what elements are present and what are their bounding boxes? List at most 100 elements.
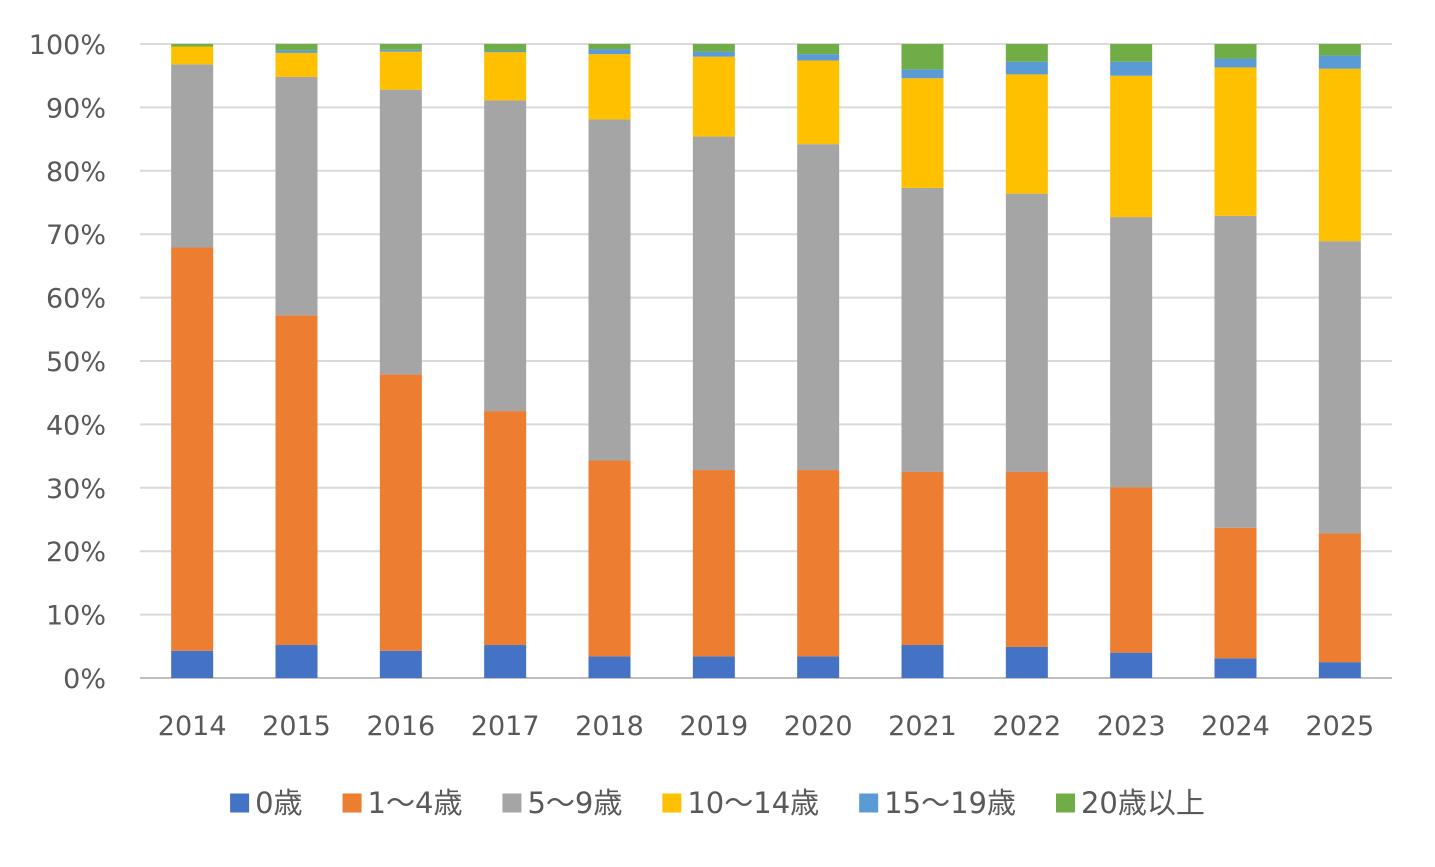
legend-item: 20歳以上 bbox=[1055, 786, 1205, 820]
bar-segment bbox=[1214, 44, 1257, 59]
legend-item: 10〜14歳 bbox=[662, 786, 819, 820]
legend-label: 20歳以上 bbox=[1081, 786, 1205, 820]
bar-segment bbox=[588, 460, 631, 657]
bar-segment bbox=[484, 44, 527, 51]
bar-segment bbox=[588, 44, 631, 50]
y-tick-label: 80% bbox=[46, 157, 106, 188]
bar-segment bbox=[171, 247, 214, 651]
x-tick-label: 2017 bbox=[471, 711, 540, 742]
bar-segment bbox=[1214, 527, 1257, 659]
bar-segment bbox=[1005, 646, 1048, 678]
y-tick-label: 10% bbox=[46, 601, 106, 632]
bar-segment bbox=[901, 187, 944, 472]
x-tick-label: 2022 bbox=[992, 711, 1061, 742]
bar-segment bbox=[484, 411, 527, 646]
x-tick-label: 2020 bbox=[784, 711, 853, 742]
gridlines bbox=[140, 43, 1392, 679]
y-tick-label: 50% bbox=[46, 347, 106, 378]
y-tick-label: 40% bbox=[46, 410, 106, 441]
bar-stack-2018 bbox=[588, 44, 631, 678]
bar-segment bbox=[379, 49, 422, 52]
bar-segment bbox=[1318, 55, 1361, 69]
bar-stack-2020 bbox=[797, 44, 840, 678]
x-tick-label: 2014 bbox=[158, 711, 227, 742]
legend-swatch bbox=[859, 793, 879, 813]
bars bbox=[171, 44, 1361, 678]
bar-stack-2023 bbox=[1110, 44, 1153, 678]
bar-segment bbox=[901, 645, 944, 678]
x-tick-label: 2021 bbox=[888, 711, 957, 742]
bar-segment bbox=[1005, 74, 1048, 194]
bar-segment bbox=[901, 44, 944, 70]
legend-swatch bbox=[230, 793, 250, 813]
bar-segment bbox=[901, 471, 944, 646]
bar-stack-2024 bbox=[1214, 44, 1257, 678]
bar-segment bbox=[275, 52, 318, 77]
y-tick-label: 0% bbox=[63, 664, 106, 695]
bar-segment bbox=[275, 645, 318, 678]
bar-segment bbox=[379, 89, 422, 375]
x-axis-ticks: 2014 2015 2016 2017 2018 2019 2020 2021 2022 2023… bbox=[158, 711, 1374, 742]
bar-segment bbox=[692, 656, 735, 678]
bar-segment bbox=[588, 49, 631, 55]
bar-segment bbox=[1318, 68, 1361, 242]
bar-segment bbox=[901, 78, 944, 188]
bar-segment bbox=[379, 374, 422, 651]
bar-segment bbox=[901, 69, 944, 79]
bar-segment bbox=[1214, 67, 1257, 216]
legend-label: 15〜19歳 bbox=[884, 786, 1016, 820]
bar-segment bbox=[379, 44, 422, 50]
bar-segment bbox=[692, 44, 735, 52]
y-tick-label: 30% bbox=[46, 474, 106, 505]
bar-segment bbox=[692, 51, 735, 57]
bar-segment bbox=[379, 650, 422, 678]
bar-stack-2014 bbox=[171, 44, 214, 678]
legend-item: 1〜4歳 bbox=[342, 786, 463, 820]
legend: 0歳 1〜4歳 5〜9歳 10〜14歳 15〜19歳 20歳以上 bbox=[230, 786, 1205, 820]
bar-segment bbox=[692, 470, 735, 657]
bar-segment bbox=[1318, 662, 1361, 678]
bar-segment bbox=[171, 46, 214, 65]
bar-segment bbox=[484, 50, 527, 53]
bar-segment bbox=[1005, 471, 1048, 647]
bar-segment bbox=[1110, 652, 1153, 678]
y-tick-label: 70% bbox=[46, 220, 106, 251]
y-tick-label: 60% bbox=[46, 284, 106, 315]
y-tick-label: 90% bbox=[46, 93, 106, 124]
x-tick-label: 2024 bbox=[1201, 711, 1270, 742]
legend-swatch bbox=[342, 793, 362, 813]
bar-segment bbox=[1318, 533, 1361, 663]
legend-label: 1〜4歳 bbox=[368, 786, 463, 820]
bar-stack-2022 bbox=[1005, 44, 1048, 678]
x-tick-label: 2016 bbox=[366, 711, 435, 742]
bar-segment bbox=[379, 51, 422, 90]
bar-stack-2019 bbox=[692, 44, 735, 678]
bar-segment bbox=[1214, 215, 1257, 528]
bar-segment bbox=[1110, 61, 1153, 76]
legend-item: 5〜9歳 bbox=[502, 786, 622, 820]
bar-segment bbox=[484, 645, 527, 678]
bar-segment bbox=[797, 60, 840, 145]
x-tick-label: 2018 bbox=[575, 711, 644, 742]
bar-segment bbox=[588, 656, 631, 678]
legend-swatch bbox=[502, 793, 522, 813]
x-tick-label: 2023 bbox=[1097, 711, 1166, 742]
bar-segment bbox=[797, 44, 840, 55]
legend-swatch bbox=[662, 793, 682, 813]
bar-segment bbox=[275, 50, 318, 53]
legend-item: 15〜19歳 bbox=[859, 786, 1016, 820]
bar-segment bbox=[484, 100, 527, 412]
bar-segment bbox=[692, 136, 735, 471]
bar-segment bbox=[692, 56, 735, 137]
bar-segment bbox=[588, 119, 631, 461]
bar-stack-2017 bbox=[484, 44, 527, 678]
bar-segment bbox=[1110, 487, 1153, 653]
legend-swatch bbox=[1055, 793, 1075, 813]
legend-label: 5〜9歳 bbox=[527, 786, 622, 820]
bar-stack-2015 bbox=[275, 44, 318, 678]
bar-segment bbox=[275, 44, 318, 51]
bar-segment bbox=[797, 144, 840, 471]
y-tick-label: 100% bbox=[29, 30, 106, 61]
bar-segment bbox=[171, 650, 214, 678]
